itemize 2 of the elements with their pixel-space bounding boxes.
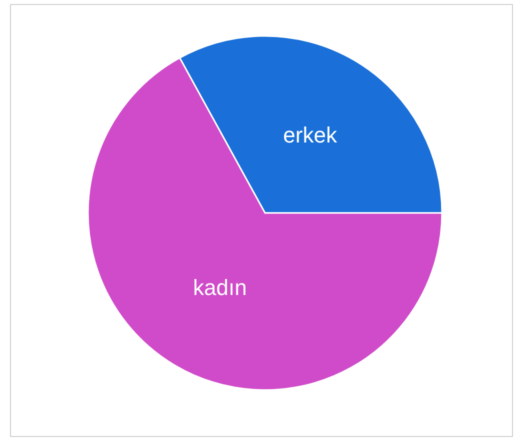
slice-label: kadın xyxy=(193,274,247,300)
slice-label: erkek xyxy=(283,122,338,148)
